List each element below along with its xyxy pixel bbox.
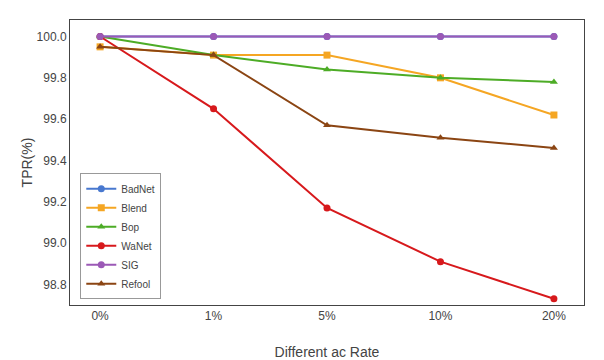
svg-text:0%: 0% — [91, 309, 109, 323]
svg-text:Blend: Blend — [121, 203, 147, 214]
svg-text:99.4: 99.4 — [43, 154, 67, 168]
svg-text:20%: 20% — [542, 309, 566, 323]
svg-text:TPR(%): TPR(%) — [19, 138, 35, 188]
svg-text:WaNet: WaNet — [121, 241, 151, 252]
svg-text:99.8: 99.8 — [43, 71, 67, 85]
svg-text:100.0: 100.0 — [37, 30, 67, 44]
svg-text:10%: 10% — [428, 309, 452, 323]
svg-text:99.2: 99.2 — [43, 195, 67, 209]
svg-text:Bop: Bop — [121, 222, 139, 233]
svg-text:BadNet: BadNet — [121, 184, 155, 195]
svg-text:SIG: SIG — [121, 260, 138, 271]
svg-text:98.8: 98.8 — [43, 278, 67, 292]
svg-text:99.0: 99.0 — [43, 236, 67, 250]
svg-text:Different ac Rate: Different ac Rate — [275, 344, 380, 360]
svg-text:Refool: Refool — [121, 279, 150, 290]
svg-text:99.6: 99.6 — [43, 112, 67, 126]
svg-text:5%: 5% — [318, 309, 336, 323]
svg-text:1%: 1% — [205, 309, 223, 323]
